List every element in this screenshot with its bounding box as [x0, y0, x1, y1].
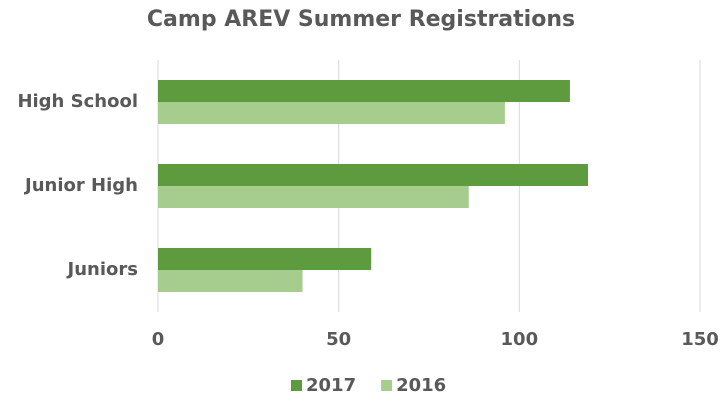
bar	[158, 248, 372, 270]
y-tick-label: Juniors	[66, 259, 138, 280]
legend-swatch	[291, 380, 302, 391]
chart-title: Camp AREV Summer Registrations	[147, 7, 575, 32]
x-tick-label: 50	[326, 329, 351, 350]
bar	[158, 270, 303, 292]
bar	[158, 80, 570, 102]
legend-label: 2017	[306, 375, 356, 396]
y-tick-label: High School	[17, 91, 138, 112]
legend-label: 2016	[396, 375, 446, 396]
bar	[158, 102, 505, 124]
legend-swatch	[381, 380, 393, 391]
x-tick-label: 0	[152, 329, 165, 350]
bar	[158, 164, 588, 186]
x-tick-label: 100	[501, 329, 539, 350]
y-tick-label: Junior High	[23, 175, 138, 196]
x-tick-label: 150	[681, 329, 719, 350]
bar	[158, 186, 469, 208]
